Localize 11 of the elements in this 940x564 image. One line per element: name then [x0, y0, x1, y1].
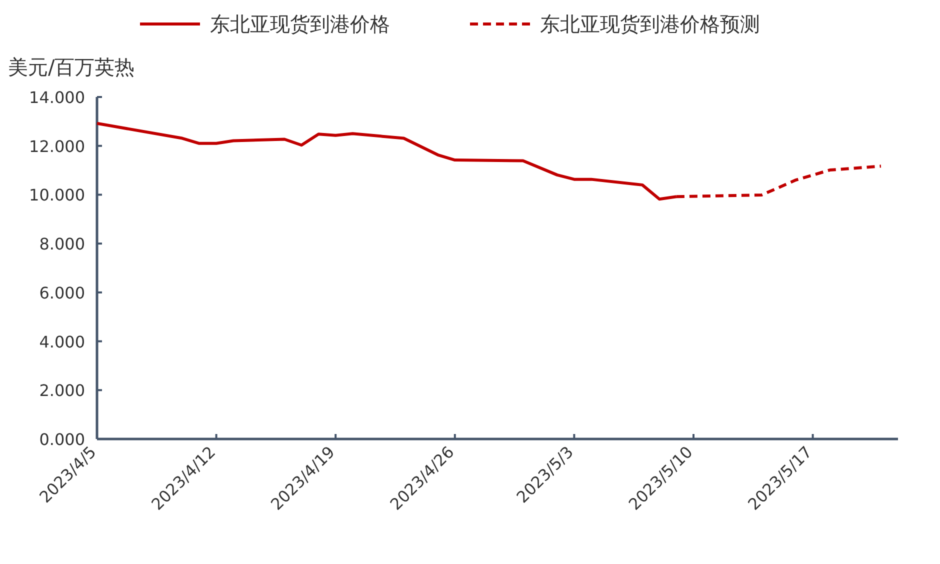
legend-label: 东北亚现货到港价格预测 — [540, 12, 760, 36]
y-tick-label: 2.000 — [39, 381, 85, 400]
y-tick-label: 10.000 — [29, 186, 85, 205]
y-tick-label: 8.000 — [39, 234, 85, 254]
y-tick-label: 14.000 — [29, 88, 85, 107]
y-tick-label: 0.000 — [39, 430, 85, 449]
y-tick-label: 6.000 — [39, 283, 85, 302]
y-tick-label: 4.000 — [39, 332, 85, 352]
y-axis-title: 美元/百万英热 — [8, 55, 135, 79]
y-tick-label: 12.000 — [29, 136, 85, 156]
legend-label: 东北亚现货到港价格 — [210, 12, 390, 36]
